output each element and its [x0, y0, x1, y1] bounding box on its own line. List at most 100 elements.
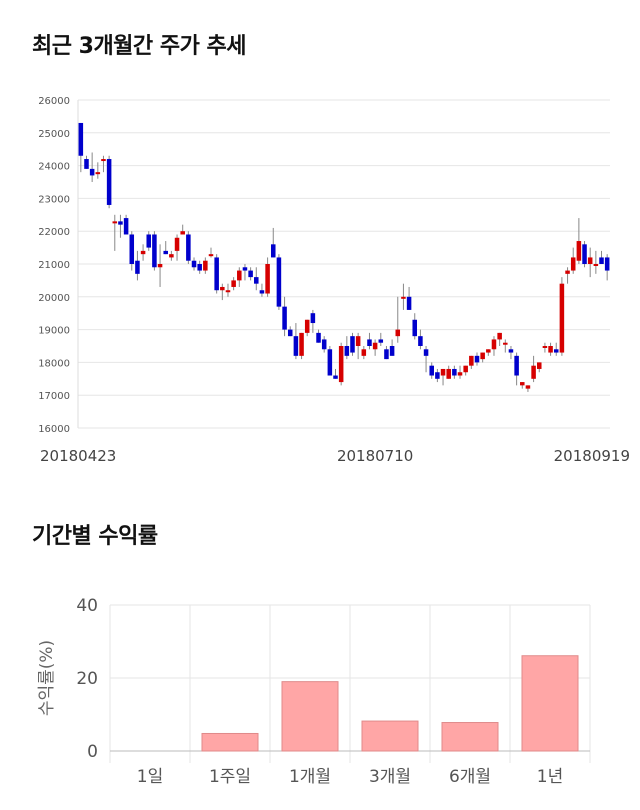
candle-body: [89, 168, 95, 176]
candle-body: [553, 349, 559, 353]
candle-body: [118, 221, 123, 225]
return-bar: [521, 655, 579, 752]
return-bar: [201, 732, 259, 752]
candle-body: [338, 346, 344, 383]
candle-body: [587, 257, 593, 264]
candle-body: [367, 339, 372, 346]
candle-body: [401, 296, 406, 299]
y-tick-label: 22000: [38, 227, 70, 238]
y-axis-title: 수익률(%): [37, 640, 57, 716]
candle-body: [259, 290, 265, 294]
category-label: 6개월: [449, 767, 491, 787]
return-bar: [441, 722, 499, 752]
y-tick-label: 18000: [38, 358, 70, 369]
candlestick-chart: 16000 17000 18000 19000 20000 21000 22000 23000…: [38, 96, 630, 465]
returns-title: 기간별 수익률: [32, 524, 158, 549]
x-date-label: 20180919: [554, 447, 630, 465]
candle-body: [497, 332, 502, 340]
candle-body: [576, 241, 582, 261]
candle-body: [406, 296, 412, 310]
candle-body: [197, 264, 202, 271]
return-bar: [281, 681, 339, 752]
candle-body: [469, 355, 474, 366]
candle-body: [169, 254, 174, 258]
y-tick-label: 17000: [38, 391, 70, 402]
candle-body: [299, 332, 304, 356]
candle-body: [372, 342, 378, 350]
candle-body: [333, 375, 338, 379]
candle-body: [270, 244, 276, 258]
candle-body: [508, 349, 514, 353]
candle-body: [157, 264, 163, 268]
candle-body: [350, 336, 355, 353]
category-label: 1주일: [209, 767, 251, 787]
candle-body: [599, 257, 604, 264]
candle-body: [355, 336, 361, 346]
candle-body: [559, 283, 565, 353]
candle-body: [112, 221, 118, 224]
candle-body: [395, 329, 401, 337]
candle-body: [214, 257, 219, 291]
x-date-label: 20180423: [40, 447, 116, 465]
candle-body: [208, 254, 214, 257]
candle-body: [435, 372, 440, 379]
candle-body: [321, 339, 327, 350]
candle-body: [491, 339, 497, 350]
category-label: 1년: [537, 767, 563, 787]
candle-body: [106, 159, 112, 205]
candle-body: [378, 339, 384, 343]
candle-body: [418, 336, 423, 346]
candle-body: [412, 319, 418, 337]
candle-body: [440, 368, 446, 376]
y-tick-label: 19000: [38, 326, 70, 337]
candle-body: [593, 264, 599, 266]
y-tick-label: 20: [76, 669, 98, 689]
candle-body: [282, 306, 287, 330]
candle-body: [480, 352, 485, 360]
candle-body: [78, 122, 84, 156]
candle-body: [423, 349, 429, 356]
candle-body: [520, 382, 525, 386]
candle-body: [503, 342, 508, 345]
candle-body: [146, 234, 152, 248]
candle-body: [152, 234, 157, 268]
candle-body: [446, 368, 451, 379]
candle-body: [316, 332, 321, 343]
candle-body: [310, 313, 316, 324]
candle-body: [604, 257, 610, 271]
candle-body: [129, 234, 135, 264]
candle-body: [531, 365, 536, 379]
candle-body: [254, 277, 259, 284]
candle-body: [242, 267, 248, 271]
candle-body: [486, 349, 491, 353]
candle-body: [84, 159, 89, 169]
candle-body: [220, 286, 225, 291]
y-tick-label: 21000: [38, 260, 70, 271]
price-trend-title: 최근 3개월간 주가 추세: [32, 34, 246, 59]
candle-body: [525, 385, 531, 389]
candle-body: [186, 234, 191, 261]
candle-body: [225, 290, 231, 293]
candle-body: [463, 365, 468, 373]
category-label: 1일: [137, 767, 163, 787]
y-tick-label: 26000: [38, 96, 70, 107]
y-tick-label: 23000: [38, 194, 70, 205]
y-tick-label: 20000: [38, 293, 70, 304]
candle-body: [389, 346, 395, 356]
y-tick-label: 25000: [38, 129, 70, 140]
candle-body: [276, 257, 282, 307]
candle-body: [287, 329, 293, 337]
y-tick-label: 0: [87, 742, 98, 762]
candle-body: [191, 260, 197, 268]
candle-body: [452, 368, 457, 376]
candle-body: [163, 250, 168, 255]
candle-body: [327, 349, 333, 376]
candle-body: [248, 270, 253, 278]
candle-body: [203, 260, 208, 271]
candle-body: [457, 372, 463, 376]
candle-body: [542, 346, 548, 348]
candle-body: [429, 365, 434, 376]
y-tick-label: 16000: [38, 424, 70, 435]
candle-body: [95, 172, 101, 175]
